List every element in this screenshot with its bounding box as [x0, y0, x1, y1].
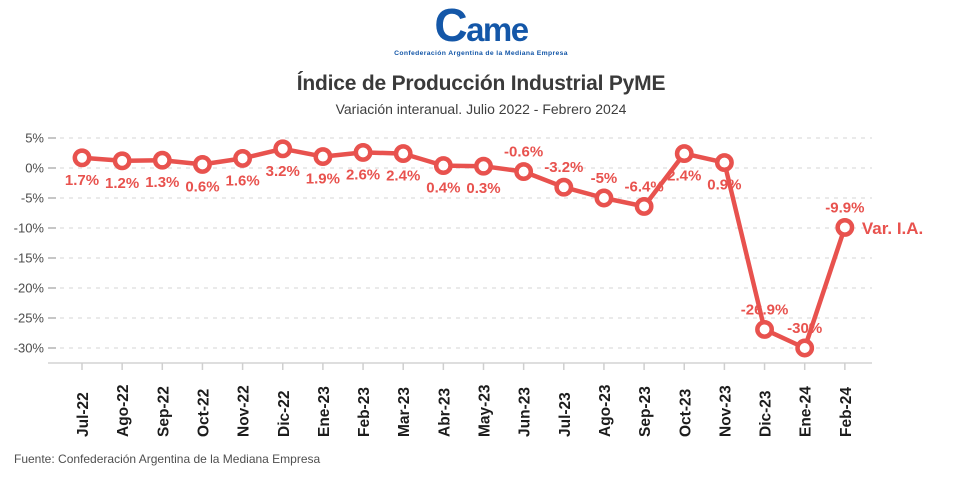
x-axis-label: Feb-23	[356, 387, 373, 437]
data-point	[152, 150, 172, 170]
data-point	[353, 142, 373, 162]
series-label: Var. I.A.	[862, 219, 923, 238]
source-note: Fuente: Confederación Argentina de la Me…	[14, 452, 321, 466]
data-point-label: -0.6%	[504, 144, 543, 161]
data-point	[433, 156, 453, 176]
data-point-label: -5%	[591, 170, 618, 187]
y-axis-label: -25%	[14, 311, 45, 326]
y-axis-label: -10%	[14, 221, 45, 236]
x-axis-label: Oct-23	[677, 388, 694, 437]
data-point	[313, 147, 333, 167]
y-axis-label: -15%	[14, 251, 45, 266]
data-point	[634, 196, 654, 216]
x-axis-label: Jul-23	[557, 392, 574, 437]
data-point-label: 0.6%	[185, 178, 219, 195]
y-axis-label: -20%	[14, 281, 45, 296]
data-point-label: 1.3%	[145, 174, 179, 191]
data-point	[554, 177, 574, 197]
data-point	[835, 217, 855, 237]
data-point-label: -30%	[787, 320, 822, 337]
y-axis-label: -30%	[14, 341, 45, 356]
data-point-label: 1.7%	[65, 172, 99, 189]
data-point	[273, 139, 293, 159]
x-axis-label: Ene-23	[316, 386, 333, 437]
data-point-label: -26.9%	[741, 301, 789, 318]
x-axis-label: Ene-24	[798, 386, 815, 437]
x-axis-label: Sep-23	[637, 386, 654, 437]
data-point-label: 0.9%	[707, 177, 741, 194]
data-point-label: 0.3%	[466, 180, 500, 197]
x-axis-label: Nov-23	[717, 385, 734, 437]
data-point	[393, 144, 413, 164]
x-axis-label: Feb-24	[838, 387, 855, 437]
data-point	[594, 188, 614, 208]
x-axis-label: Dic-23	[758, 390, 775, 437]
x-axis-label: Jul-22	[75, 392, 92, 437]
came-logo-wordmark: Came	[434, 0, 529, 51]
data-point-label: 1.2%	[105, 175, 139, 192]
data-point-label: 0.4%	[426, 180, 460, 197]
came-logo: Came Confederación Argentina de la Media…	[0, 6, 962, 57]
data-point	[112, 151, 132, 171]
data-point-label: -9.9%	[825, 199, 864, 216]
data-point-label: 1.9%	[306, 171, 340, 188]
chart-title: Índice de Producción Industrial PyME	[296, 72, 666, 95]
data-point	[233, 148, 253, 168]
x-axis-label: Oct-22	[195, 389, 212, 437]
data-point	[514, 162, 534, 182]
x-axis-label: Jun-23	[517, 387, 534, 437]
data-point	[72, 148, 92, 168]
x-axis-label: May-23	[477, 384, 494, 437]
chart-subtitle: Variación interanual. Julio 2022 - Febre…	[335, 101, 627, 117]
data-point-label: 1.6%	[225, 172, 259, 189]
y-axis-label: -5%	[21, 191, 45, 206]
x-axis-label: Mar-23	[396, 387, 413, 437]
data-point-label: 2.6%	[346, 166, 380, 183]
y-axis-label: 0%	[25, 161, 44, 176]
data-point-label: 3.2%	[266, 163, 300, 180]
data-point	[474, 156, 493, 176]
data-point-label: -6.4%	[625, 178, 664, 195]
data-point	[674, 144, 694, 164]
data-point	[755, 319, 774, 339]
x-axis-label: Sep-22	[155, 386, 172, 437]
data-point-label: 2.4%	[386, 168, 420, 185]
x-axis-label: Ago-23	[597, 384, 614, 437]
data-point-label: -3.2%	[544, 159, 583, 176]
x-axis-label: Dic-22	[276, 390, 293, 437]
y-axis-label: 5%	[25, 131, 44, 146]
data-point-label: 2.4%	[667, 168, 701, 185]
data-point	[795, 338, 815, 358]
came-logo-caption: Confederación Argentina de la Mediana Em…	[394, 50, 568, 57]
x-axis-label: Abr-23	[436, 388, 453, 437]
data-point	[714, 153, 734, 173]
x-axis-label: Nov-22	[236, 385, 253, 437]
data-point	[193, 154, 212, 174]
x-axis-label: Ago-22	[115, 384, 132, 437]
